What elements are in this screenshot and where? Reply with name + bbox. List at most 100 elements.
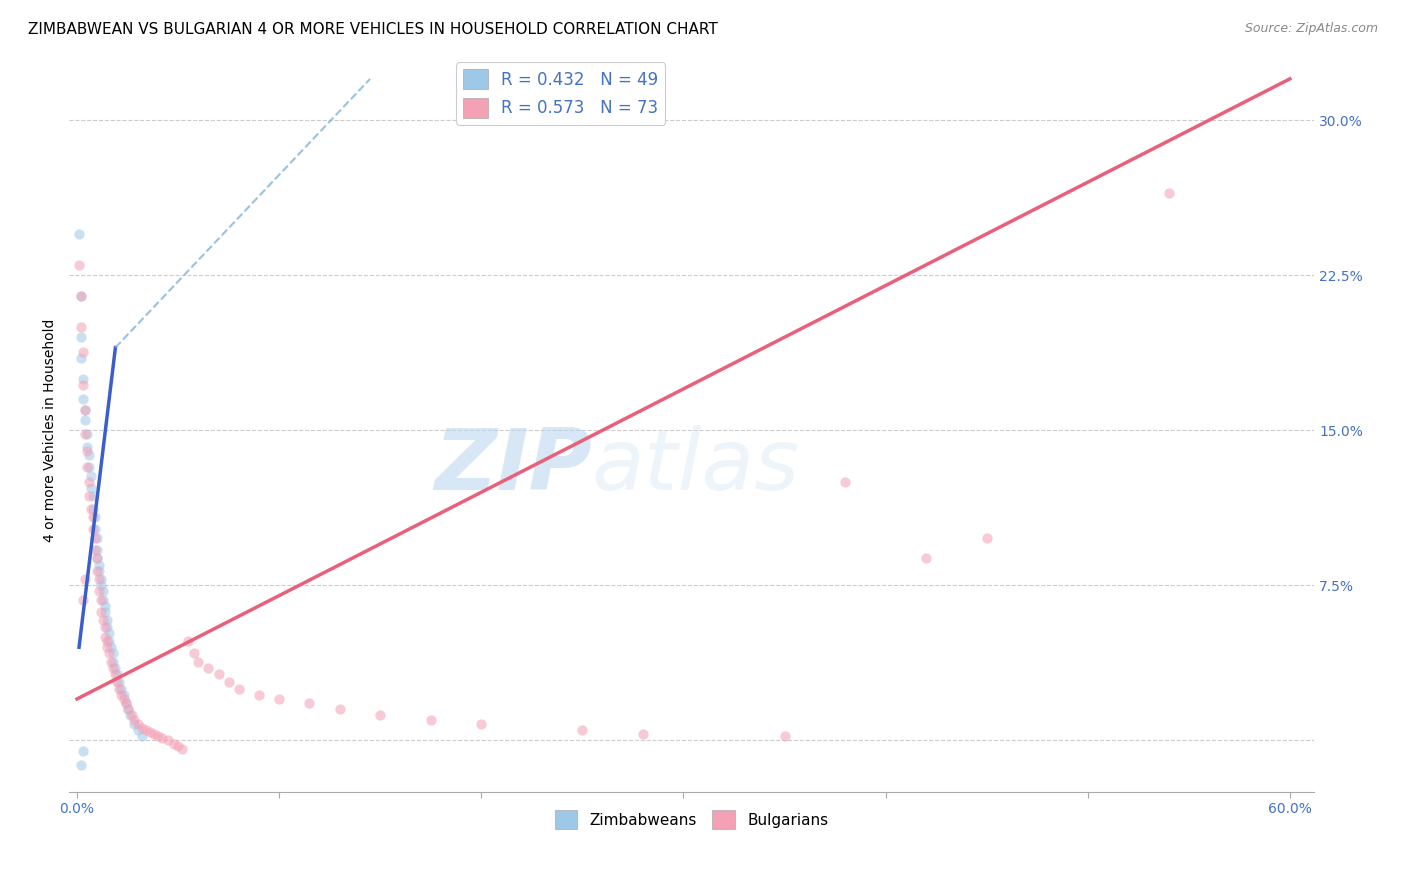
Point xyxy=(77,460,100,475)
Point xyxy=(103,661,125,675)
Text: Source: ZipAtlas.com: Source: ZipAtlas.com xyxy=(1244,22,1378,36)
Point xyxy=(90,572,112,586)
Point xyxy=(70,758,93,772)
Point xyxy=(89,564,111,578)
Point xyxy=(98,647,121,661)
Point xyxy=(89,584,111,599)
Point xyxy=(631,727,654,741)
Point xyxy=(70,330,93,344)
Point xyxy=(834,475,856,489)
Point xyxy=(187,655,209,669)
Point xyxy=(104,661,127,675)
Point xyxy=(94,605,117,619)
Legend: Zimbabweans, Bulgarians: Zimbabweans, Bulgarians xyxy=(548,804,835,835)
Point xyxy=(228,681,250,696)
Point xyxy=(67,258,90,272)
Point xyxy=(108,675,131,690)
Point xyxy=(76,427,98,442)
Point xyxy=(90,578,112,592)
Point xyxy=(75,402,97,417)
Point xyxy=(127,723,149,737)
Point xyxy=(82,523,104,537)
Point xyxy=(89,558,111,572)
Point xyxy=(131,729,153,743)
Point xyxy=(571,723,593,737)
Point xyxy=(103,647,125,661)
Point xyxy=(368,708,391,723)
Point xyxy=(82,510,104,524)
Point xyxy=(197,661,219,675)
Point xyxy=(91,592,114,607)
Point xyxy=(80,501,103,516)
Point xyxy=(72,344,94,359)
Point xyxy=(84,510,107,524)
Point xyxy=(131,721,153,735)
Point xyxy=(127,716,149,731)
Point xyxy=(329,702,352,716)
Point xyxy=(112,692,135,706)
Point xyxy=(72,744,94,758)
Point xyxy=(218,675,240,690)
Point xyxy=(94,599,117,613)
Point xyxy=(94,630,117,644)
Point xyxy=(86,564,108,578)
Point xyxy=(167,739,190,754)
Point xyxy=(107,675,129,690)
Point xyxy=(117,702,139,716)
Point xyxy=(90,592,112,607)
Point xyxy=(177,634,200,648)
Point xyxy=(100,640,122,655)
Point xyxy=(103,655,125,669)
Point xyxy=(98,625,121,640)
Point xyxy=(142,727,165,741)
Point xyxy=(117,702,139,716)
Point xyxy=(86,551,108,566)
Point xyxy=(77,448,100,462)
Point xyxy=(75,572,97,586)
Point xyxy=(76,444,98,458)
Point xyxy=(112,688,135,702)
Point xyxy=(139,725,162,739)
Y-axis label: 4 or more Vehicles in Household: 4 or more Vehicles in Household xyxy=(44,318,58,542)
Point xyxy=(96,640,118,655)
Point xyxy=(76,460,98,475)
Point xyxy=(77,489,100,503)
Point xyxy=(163,738,186,752)
Point xyxy=(72,592,94,607)
Point xyxy=(75,402,97,417)
Point xyxy=(84,543,107,558)
Point xyxy=(91,584,114,599)
Point xyxy=(470,716,492,731)
Point xyxy=(96,634,118,648)
Point xyxy=(100,655,122,669)
Point xyxy=(84,523,107,537)
Point xyxy=(70,289,93,303)
Point xyxy=(269,692,291,706)
Point xyxy=(110,688,132,702)
Point xyxy=(82,501,104,516)
Point xyxy=(96,614,118,628)
Point xyxy=(110,681,132,696)
Point xyxy=(80,481,103,495)
Point xyxy=(247,688,270,702)
Point xyxy=(89,572,111,586)
Point xyxy=(86,543,108,558)
Point xyxy=(86,531,108,545)
Point xyxy=(104,667,127,681)
Point xyxy=(773,729,796,743)
Point xyxy=(207,667,229,681)
Point xyxy=(172,741,194,756)
Point xyxy=(70,351,93,365)
Point xyxy=(84,531,107,545)
Text: ZIMBABWEAN VS BULGARIAN 4 OR MORE VEHICLES IN HOUSEHOLD CORRELATION CHART: ZIMBABWEAN VS BULGARIAN 4 OR MORE VEHICL… xyxy=(28,22,718,37)
Point xyxy=(67,227,90,241)
Point xyxy=(98,634,121,648)
Point xyxy=(72,392,94,407)
Text: atlas: atlas xyxy=(592,425,800,508)
Point xyxy=(183,647,205,661)
Point xyxy=(146,729,169,743)
Point xyxy=(86,551,108,566)
Point xyxy=(94,619,117,633)
Point xyxy=(419,713,441,727)
Point xyxy=(150,731,173,746)
